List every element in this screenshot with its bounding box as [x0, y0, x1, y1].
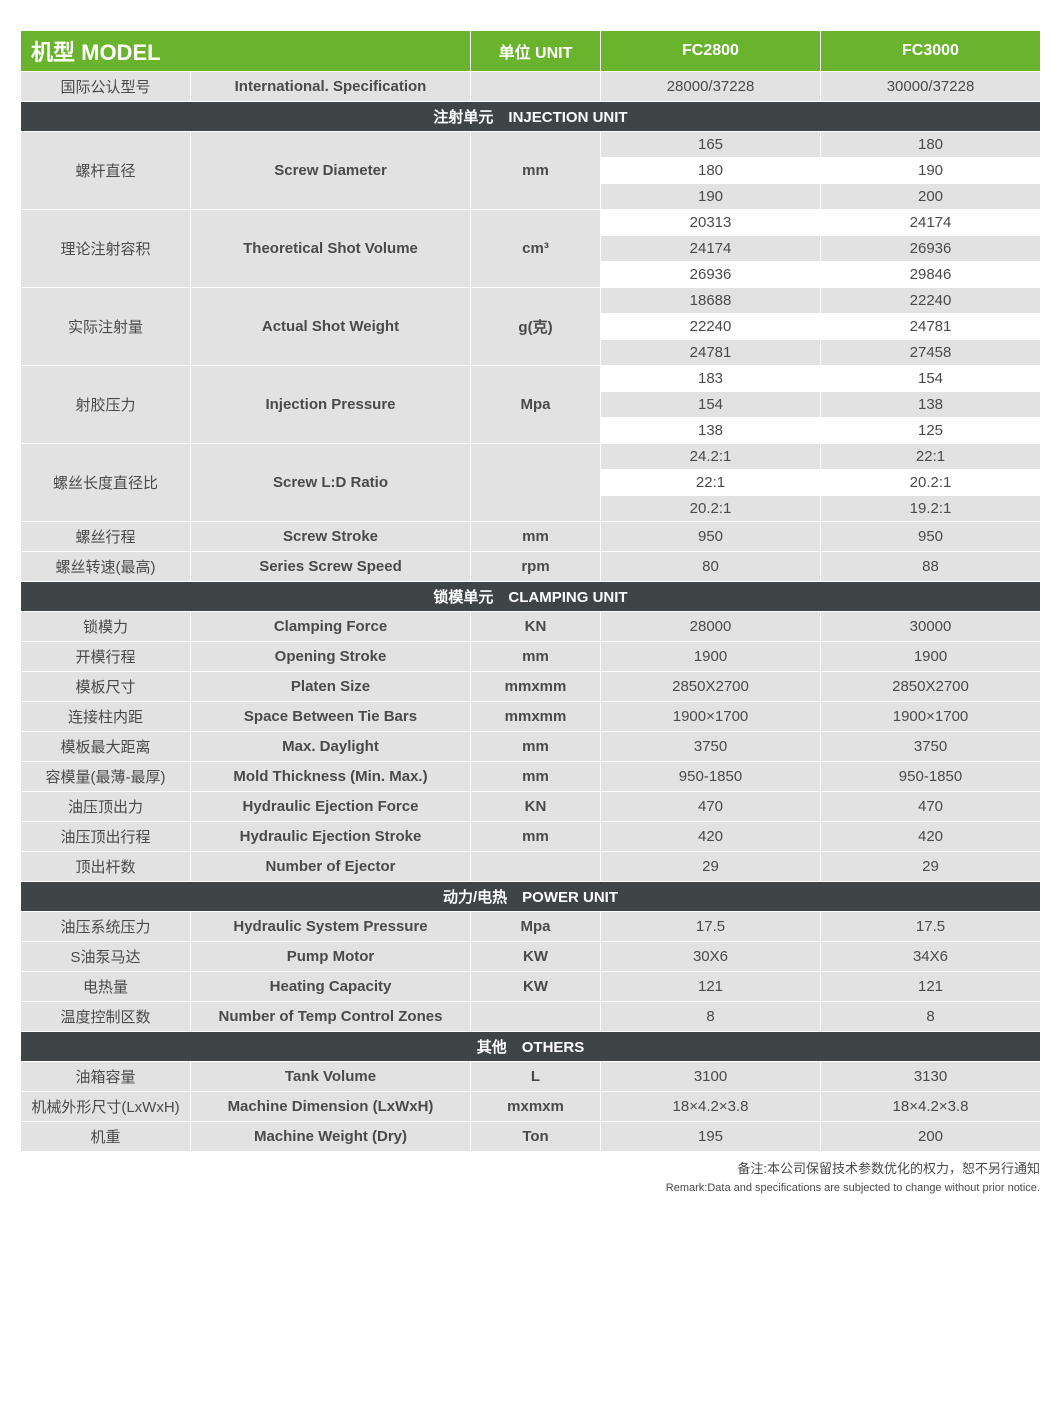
- table-row: 容模量(最薄-最厚)Mold Thickness (Min. Max.)mm95…: [21, 762, 1041, 792]
- footnote: 备注:本公司保留技术参数优化的权力，恕不另行通知 Remark:Data and…: [20, 1160, 1040, 1197]
- table-row: 油压顶出力Hydraulic Ejection ForceKN470470: [21, 792, 1041, 822]
- model-label: 机型 MODEL: [21, 31, 471, 72]
- table-row: 顶出杆数Number of Ejector2929: [21, 852, 1041, 882]
- section-power: 动力/电热 POWER UNIT: [21, 882, 1041, 912]
- spec-table: 机型 MODEL 单位 UNIT FC2800 FC3000 国际公认型号 In…: [20, 30, 1041, 1152]
- intl-cn: 国际公认型号: [21, 72, 191, 102]
- unit-label: 单位 UNIT: [471, 31, 601, 72]
- screw-diameter-unit: mm: [471, 132, 601, 210]
- table-row: S油泵马达Pump MotorKW30X634X6: [21, 942, 1041, 972]
- section-injection: 注射单元 INJECTION UNIT: [21, 102, 1041, 132]
- table-row: 模板尺寸Platen Sizemmxmm2850X27002850X2700: [21, 672, 1041, 702]
- model1-header: FC2800: [601, 31, 821, 72]
- footnote-en: Remark:Data and specifications are subje…: [666, 1182, 1040, 1194]
- table-row: 锁模力Clamping ForceKN2800030000: [21, 612, 1041, 642]
- intl-en: International. Specification: [191, 72, 471, 102]
- table-row: 机械外形尺寸(LxWxH)Machine Dimension (LxWxH)mx…: [21, 1092, 1041, 1122]
- table-row: 螺杆直径 Screw Diameter mm 165 180: [21, 132, 1041, 158]
- screw-diameter-en: Screw Diameter: [191, 132, 471, 210]
- intl-spec-row: 国际公认型号 International. Specification 2800…: [21, 72, 1041, 102]
- intl-m1: 28000/37228: [601, 72, 821, 102]
- model2-header: FC3000: [821, 31, 1041, 72]
- table-row: 温度控制区数Number of Temp Control Zones88: [21, 1002, 1041, 1032]
- intl-unit: [471, 72, 601, 102]
- table-row: 螺丝转速(最高) Series Screw Speed rpm 80 88: [21, 552, 1041, 582]
- section-others: 其他 OTHERS: [21, 1032, 1041, 1062]
- screw-diameter-cn: 螺杆直径: [21, 132, 191, 210]
- intl-m2: 30000/37228: [821, 72, 1041, 102]
- table-row: 螺丝行程 Screw Stroke mm 950 950: [21, 522, 1041, 552]
- table-row: 电热量Heating CapacityKW121121: [21, 972, 1041, 1002]
- table-row: 射胶压力 Injection Pressure Mpa 183 154: [21, 366, 1041, 392]
- table-row: 油压顶出行程Hydraulic Ejection Strokemm420420: [21, 822, 1041, 852]
- table-row: 理论注射容积 Theoretical Shot Volume cm³ 20313…: [21, 210, 1041, 236]
- table-row: 实际注射量 Actual Shot Weight g(克) 18688 2224…: [21, 288, 1041, 314]
- table-row: 模板最大距离Max. Daylightmm37503750: [21, 732, 1041, 762]
- section-clamping: 锁模单元 CLAMPING UNIT: [21, 582, 1041, 612]
- table-row: 油箱容量Tank VolumeL31003130: [21, 1062, 1041, 1092]
- footnote-cn: 备注:本公司保留技术参数优化的权力，恕不另行通知: [737, 1161, 1040, 1176]
- table-row: 螺丝长度直径比 Screw L:D Ratio 24.2:1 22:1: [21, 444, 1041, 470]
- header-row: 机型 MODEL 单位 UNIT FC2800 FC3000: [21, 31, 1041, 72]
- table-row: 开模行程Opening Strokemm19001900: [21, 642, 1041, 672]
- table-row: 连接柱内距Space Between Tie Barsmmxmm1900×170…: [21, 702, 1041, 732]
- table-row: 机重Machine Weight (Dry)Ton195200: [21, 1122, 1041, 1152]
- table-row: 油压系统压力Hydraulic System PressureMpa17.517…: [21, 912, 1041, 942]
